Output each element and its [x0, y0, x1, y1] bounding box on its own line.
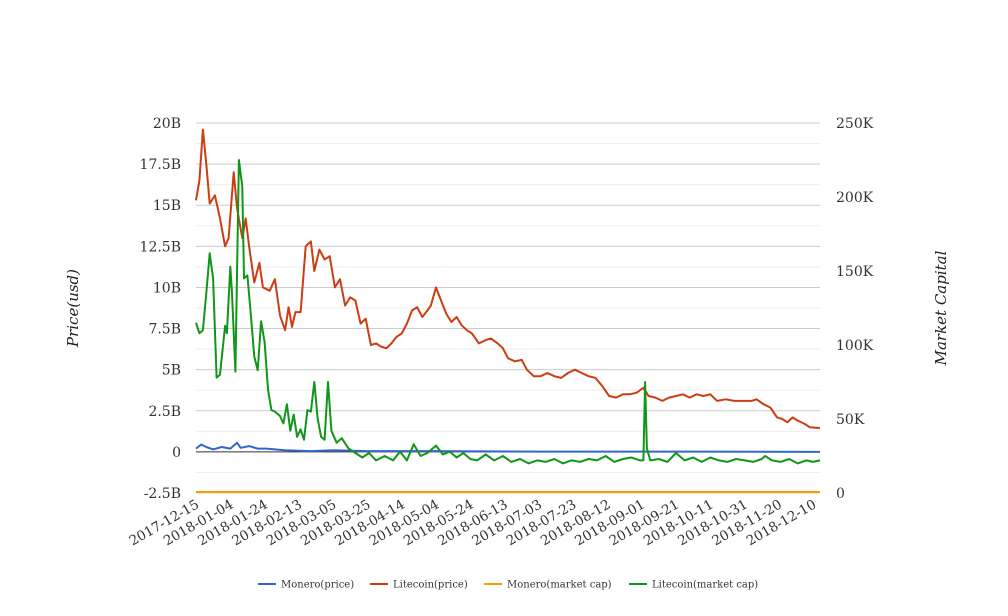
legend-label: Litecoin(price)	[393, 580, 468, 591]
legend-label: Litecoin(market cap)	[652, 580, 758, 591]
y-tick-label: 5B	[162, 363, 181, 379]
y2-tick-label: 50K	[836, 412, 865, 428]
legend-label: Monero(price)	[281, 580, 354, 591]
legend-label: Monero(market cap)	[507, 580, 612, 591]
y-tick-label: 10B	[153, 280, 181, 296]
left-axis-title: Price(usd)	[64, 269, 82, 348]
y-tick-label: 2.5B	[148, 404, 181, 420]
y-tick-label: -2.5B	[144, 486, 181, 502]
y-tick-label: 0	[172, 445, 181, 461]
y-tick-label: 17.5B	[140, 157, 181, 173]
y2-tick-label: 250K	[836, 116, 874, 132]
left-axis-ticks: -2.5B 0 2.5B 5B 7.5B 10B 12.5B 15B 17.5B 20B	[140, 116, 181, 502]
series-line-litecoin-market-cap	[195, 159, 821, 465]
series-line-monero-price	[195, 441, 821, 453]
series-line-litecoin-price	[195, 128, 821, 429]
y-tick-label: 20B	[153, 116, 181, 132]
y2-tick-label: 0	[836, 486, 845, 502]
y2-tick-label: 100K	[836, 338, 874, 354]
y2-tick-label: 200K	[836, 190, 874, 206]
y-tick-label: 15B	[153, 198, 181, 214]
y-tick-label: 12.5B	[140, 239, 181, 255]
right-axis-title: Market Capital	[932, 250, 950, 366]
y2-tick-label: 150K	[836, 264, 874, 280]
series-lines	[195, 128, 821, 493]
x-axis-ticks: 2017-12-152018-01-042018-01-242018-02-13…	[127, 497, 820, 550]
legend: Monero(price) Litecoin(price) Monero(marke…	[258, 580, 758, 591]
y-tick-label: 7.5B	[148, 322, 181, 338]
right-axis-ticks: 0 50K 100K 150K 200K 250K	[836, 116, 874, 502]
